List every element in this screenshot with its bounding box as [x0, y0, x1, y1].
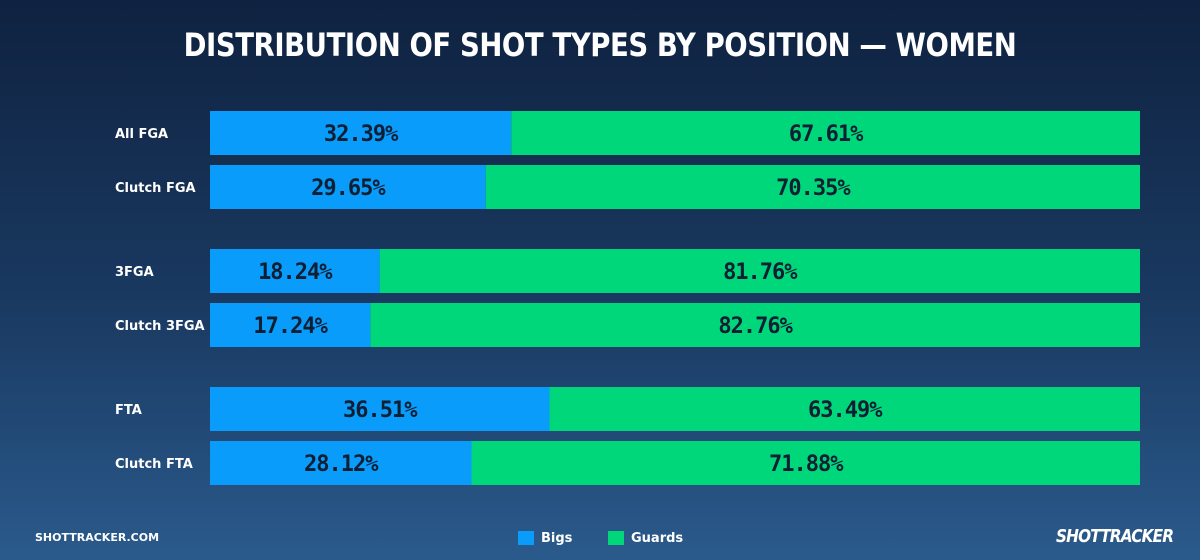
- legend-item-guards: Guards: [608, 530, 683, 546]
- row-label-all-fga: All FGA: [115, 127, 168, 142]
- legend-label-bigs: Bigs: [541, 530, 573, 546]
- bar-segment-bigs-all-fga: [210, 111, 512, 155]
- bar-segment-bigs-clutch-3fga: [210, 303, 371, 347]
- legend-swatch-bigs: [518, 531, 534, 545]
- bar-segment-guards-clutch-fga: [485, 165, 1140, 209]
- data-label-guards-clutch-fta: 71.88%: [769, 452, 844, 477]
- bar-segment-bigs-clutch-fga: [210, 165, 486, 209]
- bar-segment-guards-clutch-3fga: [370, 303, 1140, 347]
- data-label-guards-3fga: 81.76%: [723, 260, 798, 285]
- data-label-guards-clutch-fga: 70.35%: [776, 176, 851, 201]
- data-label-bigs-fta: 36.51%: [343, 398, 418, 423]
- data-label-bigs-clutch-3fga: 17.24%: [253, 314, 328, 339]
- shottracker-logo: SHOTTRACKER: [1056, 526, 1174, 547]
- bar-segment-bigs-3fga: [210, 249, 380, 293]
- bar-segment-guards-3fga: [379, 249, 1141, 293]
- bar-segment-guards-fta: [549, 387, 1140, 431]
- row-label-3fga: 3FGA: [115, 265, 154, 280]
- data-label-bigs-clutch-fta: 28.12%: [304, 452, 379, 477]
- data-label-bigs-all-fga: 32.39%: [324, 122, 399, 147]
- bar-segment-guards-clutch-fta: [471, 441, 1140, 485]
- data-label-bigs-3fga: 18.24%: [258, 260, 333, 285]
- bar-segment-guards-all-fga: [511, 111, 1140, 155]
- legend-item-bigs: Bigs: [518, 530, 572, 546]
- legend-swatch-guards: [608, 531, 624, 545]
- row-label-fta: FTA: [115, 403, 142, 418]
- row-label-clutch-fta: Clutch FTA: [115, 457, 193, 472]
- data-label-guards-fta: 63.49%: [808, 398, 883, 423]
- data-label-bigs-clutch-fga: 29.65%: [311, 176, 386, 201]
- chart-title: DISTRIBUTION OF SHOT TYPES BY POSITION —…: [183, 26, 1017, 64]
- bar-segment-bigs-clutch-fta: [210, 441, 472, 485]
- bar-segment-bigs-fta: [210, 387, 550, 431]
- footer-site-url[interactable]: SHOTTRACKER.COM: [35, 531, 160, 544]
- legend-label-guards: Guards: [631, 530, 684, 546]
- row-label-clutch-fga: Clutch FGA: [115, 181, 196, 196]
- data-label-guards-all-fga: 67.61%: [789, 122, 864, 147]
- row-label-clutch-3fga: Clutch 3FGA: [115, 319, 205, 334]
- data-label-guards-clutch-3fga: 82.76%: [718, 314, 793, 339]
